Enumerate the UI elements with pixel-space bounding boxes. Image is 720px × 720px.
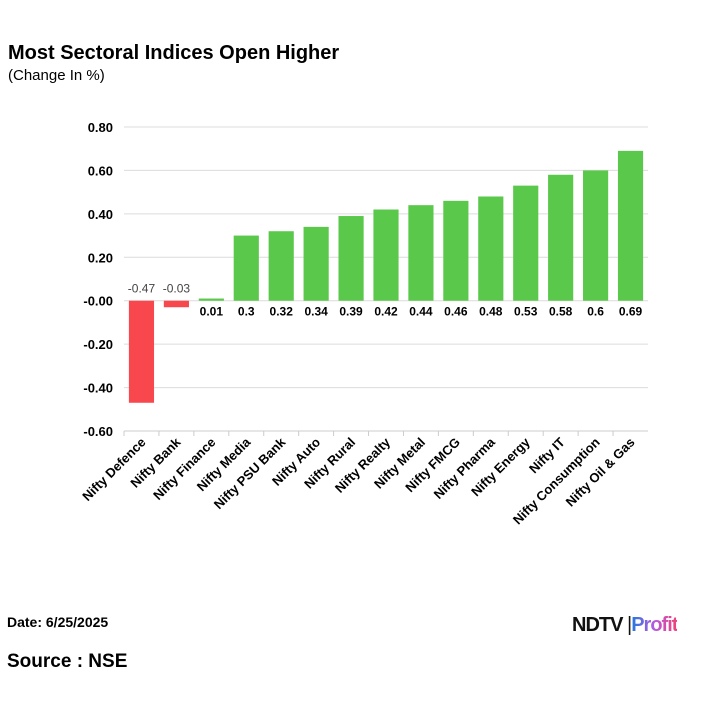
source-label: Source : NSE (7, 651, 128, 672)
bar (443, 200, 469, 301)
data-label: 0.58 (549, 305, 573, 319)
bar (408, 205, 434, 301)
bar (198, 298, 224, 301)
y-tick-label: -0.00 (83, 294, 113, 309)
y-tick-label: -0.40 (83, 381, 113, 396)
y-tick-label: 0.80 (88, 120, 113, 135)
data-label: 0.6 (587, 305, 604, 319)
data-label: 0.42 (374, 305, 398, 319)
bar (233, 235, 259, 301)
y-tick-label: 0.20 (88, 250, 113, 265)
bar (163, 300, 189, 308)
bar (548, 174, 574, 301)
data-label: 0.44 (409, 305, 433, 319)
y-tick-label: -0.20 (83, 337, 113, 352)
data-label: 0.01 (200, 305, 224, 319)
data-label: -0.47 (128, 282, 156, 296)
data-label: 0.3 (238, 305, 255, 319)
data-label: 0.46 (444, 305, 468, 319)
data-label: 0.39 (339, 305, 363, 319)
bar (373, 209, 399, 301)
data-label: 0.34 (304, 305, 328, 319)
bar (303, 226, 329, 301)
data-label: 0.32 (270, 305, 294, 319)
y-tick-label: -0.60 (83, 424, 113, 439)
chart-title: Most Sectoral Indices Open Higher (8, 42, 340, 64)
y-tick-label: 0.60 (88, 163, 113, 178)
bar (338, 216, 364, 301)
chart-subtitle: (Change In %) (8, 67, 105, 84)
bar (128, 300, 155, 403)
data-label: 0.69 (619, 305, 643, 319)
date-label: Date: 6/25/2025 (7, 614, 109, 630)
y-tick-label: 0.40 (88, 207, 113, 222)
data-label: 0.53 (514, 305, 538, 319)
data-label: 0.48 (479, 305, 503, 319)
bar (617, 150, 644, 301)
bar (583, 170, 609, 301)
bar (513, 185, 539, 301)
ndtv-profit-logo: NDTV |Profit (572, 614, 678, 636)
bar (268, 231, 294, 301)
data-label: -0.03 (163, 282, 191, 296)
bar (478, 196, 504, 301)
